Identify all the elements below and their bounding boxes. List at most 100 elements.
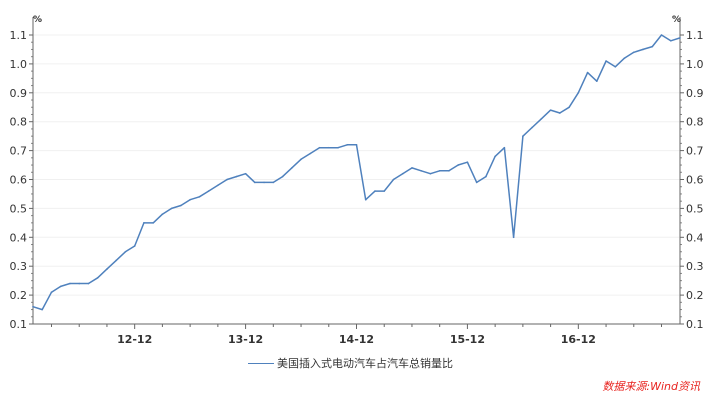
data-point [438,170,441,172]
data-point [475,181,478,184]
series-line [32,34,681,311]
data-point [281,175,284,178]
legend-label: 美国插入式电动汽车占汽车总销量比 [277,357,453,370]
data-point [660,34,663,36]
y-tick-label-right: 0.5 [686,202,704,215]
data-point [69,282,71,285]
data-point [318,146,321,149]
data-point [512,236,515,239]
x-tick-label: 12-12 [117,333,152,346]
y-tick-label-left: 0.1 [10,318,28,331]
data-point [161,213,164,215]
data-point [41,308,44,311]
series-layer [32,34,681,311]
data-point [540,118,543,120]
data-point [457,164,459,166]
data-point [355,144,358,146]
data-point [291,167,293,169]
data-point [522,135,524,137]
y-tick-label-right: 1.0 [686,58,704,71]
data-point [133,245,136,247]
data-point [374,190,376,192]
axes [29,17,684,329]
y-axis-unit-right: % [672,15,681,25]
data-point [78,282,81,285]
data-point [411,167,413,169]
y-tick-label-right: 0.8 [686,116,704,129]
data-point [124,250,127,253]
y-tick-label-left: 0.5 [10,202,28,215]
x-tick-label: 15-12 [450,333,485,346]
data-point [531,126,533,129]
y-tick-label-right: 0.2 [686,289,704,302]
data-point [364,198,367,201]
legend: 美国插入式电动汽车占汽车总销量比 [248,355,453,371]
data-point [632,51,635,54]
data-point [189,198,191,201]
legend-swatch [248,362,274,364]
y-tick-label-right: 0.6 [686,174,704,187]
y-tick-label-left: 1.1 [10,29,28,42]
data-point [263,181,265,184]
data-point [623,57,626,59]
y-tick-label-left: 0.4 [10,231,28,244]
data-point [207,190,210,192]
x-tick-label: 16-12 [561,333,596,346]
y-tick-label-left: 0.3 [10,260,28,273]
data-point [59,285,62,288]
x-tick-label: 13-12 [228,333,263,346]
data-point [401,172,404,175]
data-point [115,259,117,262]
tick-labels: 0.1 0.1 0.2 0.2 0.3 0.3 0.4 0.4 0.5 0.5 0.6 0.6 0.7 0… [10,29,704,346]
data-point [494,155,496,158]
y-tick-label-right: 0.1 [686,318,704,331]
y-tick-label-left: 0.8 [10,116,28,129]
y-tick-label-right: 0.3 [686,260,704,273]
data-point [559,112,561,114]
data-point [614,65,617,68]
data-point [429,172,432,175]
data-point [448,170,450,172]
data-point [217,184,219,187]
data-point [549,109,552,111]
data-point [568,106,570,109]
data-point [669,39,672,42]
data-point [152,222,154,224]
y-tick-label-left: 0.6 [10,174,28,187]
data-point [503,146,506,149]
y-tick-label-left: 1.0 [10,58,28,71]
data-point [586,71,589,74]
data-point [383,190,386,192]
data-point [596,80,598,83]
data-point [577,92,580,94]
data-point [244,172,247,175]
data-point [87,282,90,285]
data-point [254,181,256,184]
data-point [679,37,681,39]
y-tick-label-right: 1.1 [686,29,704,42]
x-tick-label: 14-12 [339,333,374,346]
y-axis-unit-left: % [33,15,42,25]
y-tick-label-left: 0.2 [10,289,28,302]
data-point [32,305,34,308]
data-point [642,48,644,51]
y-tick-label-right: 0.9 [686,87,704,100]
data-point [651,45,654,48]
y-tick-label-left: 0.7 [10,145,28,158]
data-point [309,152,312,155]
y-tick-label-right: 0.4 [686,231,704,244]
data-point [198,196,201,198]
y-tick-label-left: 0.9 [10,87,28,100]
data-point [272,181,275,184]
data-point [106,268,108,270]
data-point [392,178,395,181]
data-point [226,178,228,181]
data-point [605,60,607,62]
gridlines [33,34,680,296]
data-point [180,204,182,207]
data-point [50,291,53,294]
data-point [300,158,302,161]
data-point [143,222,145,224]
data-point [346,144,349,146]
